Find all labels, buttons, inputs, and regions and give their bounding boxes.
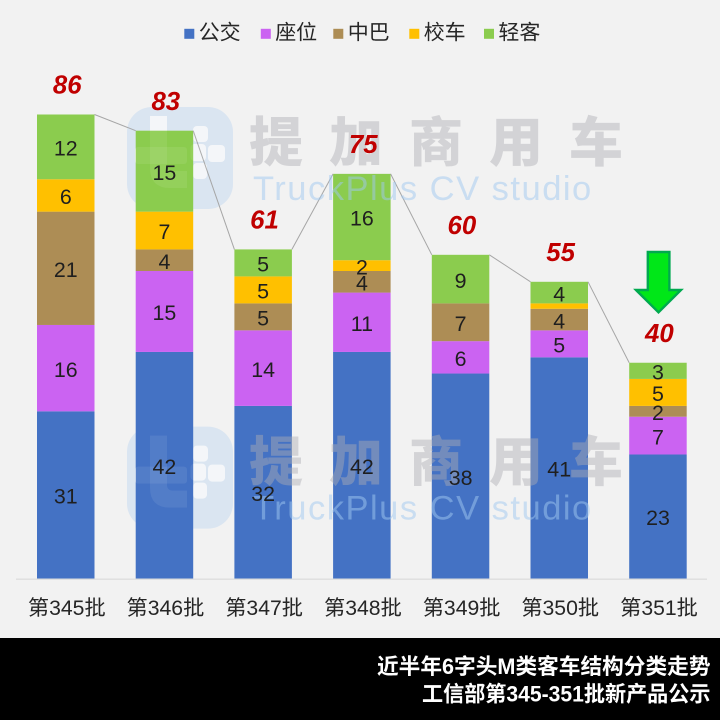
svg-text:60: 60 — [448, 212, 477, 240]
svg-text:6: 6 — [60, 185, 72, 209]
svg-text:公交: 公交 — [199, 17, 241, 47]
svg-text:中巴: 中巴 — [348, 17, 390, 47]
svg-text:第346批: 第346批 — [127, 591, 205, 622]
svg-text:41: 41 — [547, 458, 571, 482]
svg-text:7: 7 — [652, 425, 664, 449]
svg-text:11: 11 — [351, 312, 373, 336]
svg-text:38: 38 — [449, 466, 473, 490]
svg-text:12: 12 — [54, 137, 78, 161]
svg-text:5: 5 — [257, 280, 269, 304]
svg-text:14: 14 — [251, 358, 275, 382]
svg-text:6: 6 — [455, 347, 467, 371]
svg-text:86: 86 — [53, 72, 82, 100]
svg-text:4: 4 — [356, 272, 368, 296]
svg-text:5: 5 — [652, 382, 664, 406]
svg-text:7: 7 — [158, 220, 170, 244]
svg-text:5: 5 — [257, 253, 269, 277]
svg-text:9: 9 — [455, 269, 467, 293]
svg-text:第350批: 第350批 — [521, 591, 599, 622]
svg-text:近半年6字头M类客车结构分类走势: 近半年6字头M类客车结构分类走势 — [377, 649, 711, 681]
svg-text:校车: 校车 — [424, 17, 466, 47]
svg-text:21: 21 — [54, 258, 78, 282]
svg-text:55: 55 — [546, 239, 575, 267]
svg-text:第351批: 第351批 — [620, 591, 698, 622]
svg-text:工信部第345-351批新产品公示: 工信部第345-351批新产品公示 — [422, 676, 711, 708]
svg-text:第349批: 第349批 — [423, 591, 501, 622]
svg-text:15: 15 — [153, 161, 177, 185]
svg-text:TruckPlus CV studio: TruckPlus CV studio — [253, 489, 593, 527]
svg-text:4: 4 — [158, 250, 170, 274]
svg-text:座位: 座位 — [275, 17, 317, 47]
svg-text:16: 16 — [54, 358, 78, 382]
svg-text:5: 5 — [553, 334, 565, 358]
svg-text:4: 4 — [553, 282, 565, 306]
svg-text:16: 16 — [350, 207, 374, 231]
svg-text:42: 42 — [350, 455, 374, 479]
svg-text:3: 3 — [652, 361, 664, 385]
svg-text:83: 83 — [151, 88, 180, 116]
svg-text:TruckPlus CV studio: TruckPlus CV studio — [253, 170, 593, 208]
svg-text:7: 7 — [455, 312, 467, 336]
svg-text:40: 40 — [644, 320, 674, 348]
svg-text:5: 5 — [257, 307, 269, 331]
svg-text:第345批: 第345批 — [28, 591, 106, 622]
svg-text:4: 4 — [553, 309, 565, 333]
svg-text:第347批: 第347批 — [225, 591, 303, 622]
svg-text:32: 32 — [251, 482, 275, 506]
svg-text:61: 61 — [250, 207, 279, 235]
svg-text:42: 42 — [153, 455, 177, 479]
svg-text:轻客: 轻客 — [498, 17, 540, 47]
svg-text:第348批: 第348批 — [324, 591, 402, 622]
svg-text:75: 75 — [349, 131, 378, 159]
svg-text:31: 31 — [54, 485, 78, 509]
svg-text:2: 2 — [652, 401, 664, 425]
svg-text:23: 23 — [646, 506, 670, 530]
svg-text:提加商用车: 提加商用车 — [249, 99, 649, 178]
svg-text:2: 2 — [356, 255, 368, 279]
svg-text:提加商用车: 提加商用车 — [249, 418, 649, 497]
svg-text:15: 15 — [153, 301, 177, 325]
